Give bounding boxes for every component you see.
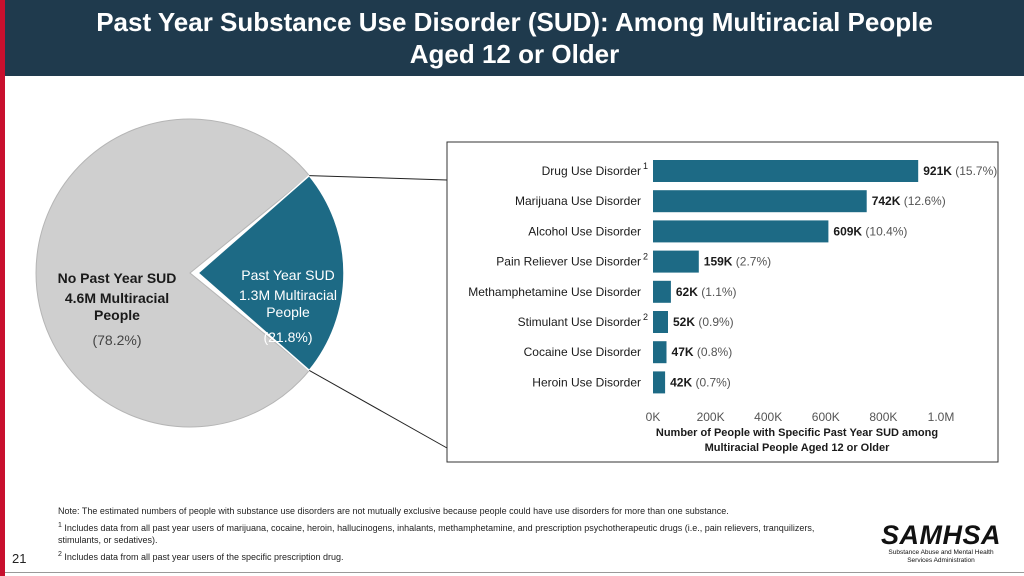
note-text: Note: The estimated numbers of people wi… bbox=[58, 506, 729, 516]
footnote-2: 2 Includes data from all past year users… bbox=[58, 549, 848, 563]
page-title-line2: Aged 12 or Older bbox=[409, 39, 620, 69]
pie-label-no-sud-line2: 4.6M Multiracial bbox=[65, 290, 169, 306]
pie-slice-no-sud bbox=[35, 118, 311, 428]
bar bbox=[653, 250, 699, 273]
notes-section: Note: The estimated numbers of people wi… bbox=[58, 505, 848, 566]
bar-value-label: 42K (0.7%) bbox=[670, 375, 731, 389]
pie-label-sud-line1: Past Year SUD bbox=[241, 267, 334, 283]
x-tick-label: 1.0M bbox=[928, 410, 955, 424]
logo-subtitle-line2: Services Administration bbox=[907, 557, 975, 564]
footnote-2-mark: 2 bbox=[58, 551, 62, 558]
bar-value-percent: (0.9%) bbox=[695, 315, 734, 329]
bar-value-label: 921K (15.7%) bbox=[923, 164, 997, 178]
pie-slice-sud bbox=[196, 174, 345, 372]
logo-subtitle-line1: Substance Abuse and Mental Health bbox=[888, 549, 994, 556]
samhsa-logo: SAMHSA Substance Abuse and Mental Health… bbox=[876, 521, 1006, 565]
bar bbox=[653, 190, 867, 213]
pie-label-sud-line3: People bbox=[266, 304, 310, 320]
logo-name: SAMHSA bbox=[880, 520, 1001, 550]
bar-category-label: Cocaine Use Disorder bbox=[524, 345, 641, 359]
bar-value-number: 742K bbox=[872, 194, 901, 208]
bar-category-label: Heroin Use Disorder bbox=[532, 375, 641, 389]
bar-value-label: 159K (2.7%) bbox=[704, 255, 771, 269]
left-accent-bar bbox=[0, 0, 5, 576]
connector-line-top bbox=[309, 175, 448, 181]
x-tick-label: 400K bbox=[754, 410, 782, 424]
bar bbox=[653, 280, 671, 303]
footnote-1: 1 Includes data from all past year users… bbox=[58, 520, 848, 546]
bar-value-percent: (15.7%) bbox=[952, 164, 997, 178]
page-number: 21 bbox=[12, 551, 27, 566]
bar-category-footnote: 1 bbox=[643, 161, 648, 171]
bar-value-number: 609K bbox=[833, 224, 862, 238]
page-title-line1: Past Year Substance Use Disorder (SUD): … bbox=[96, 7, 933, 37]
x-tick-label: 0K bbox=[646, 410, 661, 424]
bar-value-percent: (0.7%) bbox=[692, 375, 731, 389]
bar-category-label: Marijuana Use Disorder bbox=[515, 194, 641, 208]
bar-category-label: Pain Reliever Use Disorder bbox=[496, 255, 641, 269]
bar-chart: Drug Use Disorder 1 921K (15.7%) Marijuana … bbox=[468, 160, 997, 454]
bar-category-footnote: 2 bbox=[643, 252, 648, 262]
bar bbox=[653, 341, 667, 364]
bar-category-footnote: 2 bbox=[643, 312, 648, 322]
bar-value-number: 47K bbox=[672, 345, 694, 359]
footnote-1-text: Includes data from all past year users o… bbox=[58, 523, 815, 545]
x-tick-label: 200K bbox=[697, 410, 725, 424]
title-bar: Past Year Substance Use Disorder (SUD): … bbox=[5, 0, 1024, 76]
bar-category-label: Alcohol Use Disorder bbox=[528, 224, 641, 238]
bar bbox=[653, 311, 668, 333]
bar-value-number: 62K bbox=[676, 285, 698, 299]
bar-category-label: Drug Use Disorder bbox=[542, 164, 641, 178]
x-tick-label: 600K bbox=[812, 410, 840, 424]
x-tick-label: 800K bbox=[869, 410, 897, 424]
pie-label-no-sud-line3: People bbox=[94, 307, 140, 323]
bar-value-label: 52K (0.9%) bbox=[673, 315, 734, 329]
bar-value-number: 159K bbox=[704, 255, 733, 269]
bar bbox=[653, 220, 829, 243]
bar bbox=[653, 160, 919, 182]
bar bbox=[653, 371, 666, 394]
bar-value-percent: (0.8%) bbox=[694, 345, 733, 359]
pie-label-sud-line2: 1.3M Multiracial bbox=[239, 287, 337, 303]
pie-to-bar-connectors bbox=[309, 175, 448, 449]
bar-value-number: 42K bbox=[670, 375, 692, 389]
footnote-2-text: Includes data from all past year users o… bbox=[64, 552, 344, 562]
connector-line-bottom bbox=[309, 369, 448, 449]
bar-value-percent: (10.4%) bbox=[862, 224, 907, 238]
bar-value-number: 52K bbox=[673, 315, 695, 329]
footnote-1-mark: 1 bbox=[58, 522, 62, 529]
x-axis-title-line1: Number of People with Specific Past Year… bbox=[656, 427, 938, 439]
bar-value-percent: (12.6%) bbox=[900, 194, 945, 208]
pie-percent-sud: (21.8%) bbox=[263, 329, 312, 345]
bar-value-number: 921K bbox=[923, 164, 952, 178]
pie-percent-no-sud: (78.2%) bbox=[92, 332, 141, 348]
bar-value-percent: (2.7%) bbox=[732, 255, 771, 269]
bar-value-label: 742K (12.6%) bbox=[872, 194, 946, 208]
bar-value-label: 62K (1.1%) bbox=[676, 285, 737, 299]
pie-label-no-sud-line1: No Past Year SUD bbox=[58, 270, 177, 286]
x-axis-title-line2: Multiracial People Aged 12 or Older bbox=[705, 442, 891, 454]
bar-category-label: Stimulant Use Disorder bbox=[518, 315, 641, 329]
bottom-divider bbox=[5, 572, 1024, 573]
bar-category-label: Methamphetamine Use Disorder bbox=[468, 285, 641, 299]
bar-value-percent: (1.1%) bbox=[698, 285, 737, 299]
bar-value-label: 47K (0.8%) bbox=[672, 345, 733, 359]
bar-value-label: 609K (10.4%) bbox=[833, 224, 907, 238]
